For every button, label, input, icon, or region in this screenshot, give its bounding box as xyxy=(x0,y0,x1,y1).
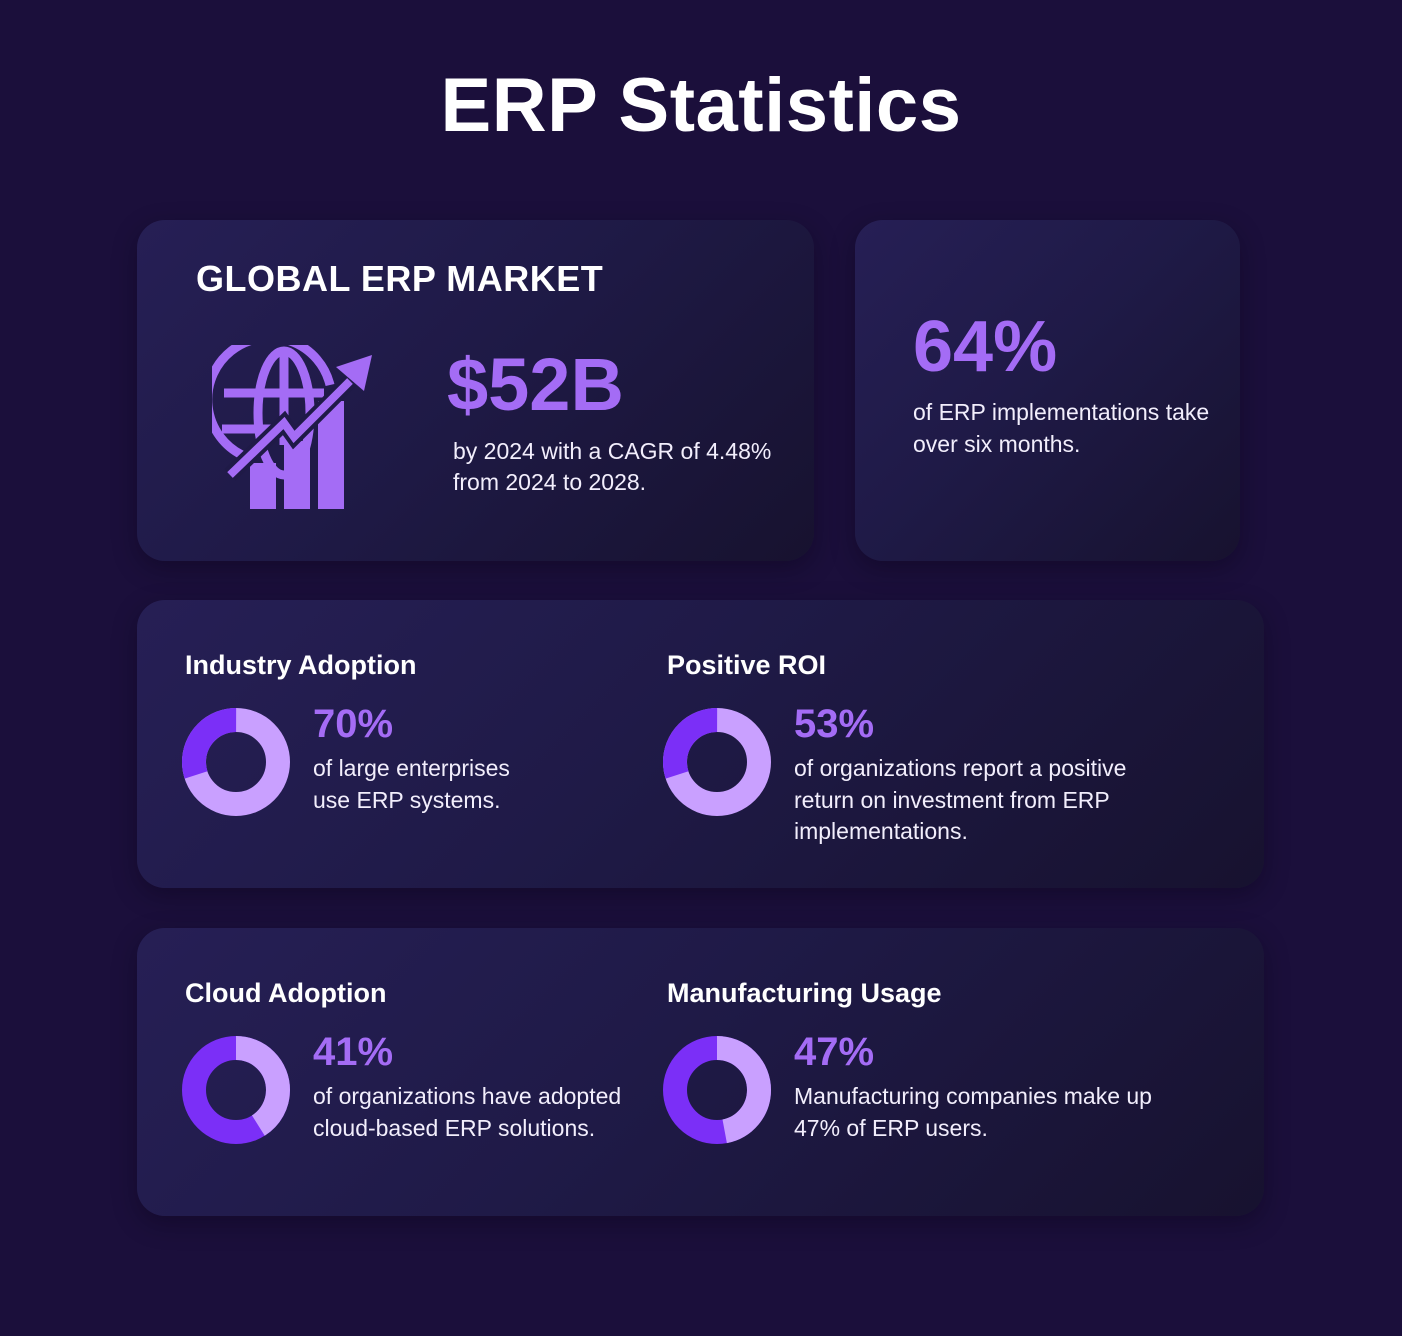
implementation-value: 64% xyxy=(913,307,1058,387)
globe-growth-chart-icon xyxy=(212,345,372,509)
cloud-adoption-donut xyxy=(182,1036,290,1144)
market-description: by 2024 with a CAGR of 4.48% from 2024 t… xyxy=(453,438,772,495)
implementation-card: 64% of ERP implementations take over six… xyxy=(855,220,1240,561)
industry-adoption-description: of large enterprises use ERP systems. xyxy=(313,755,510,813)
industry-adoption-donut xyxy=(182,708,290,816)
positive-roi-value: 53% xyxy=(794,702,875,746)
cloud-adoption-title: Cloud Adoption xyxy=(185,978,387,1008)
implementation-description: of ERP implementations take over six mon… xyxy=(913,399,1210,457)
positive-roi-title: Positive ROI xyxy=(667,650,827,680)
global-market-card: GLOBAL ERP MARKET $52B by 2024 with a CA… xyxy=(137,220,814,561)
positive-roi-donut xyxy=(663,708,771,816)
stats-card-row-1: Industry Adoption 70% of large enterpris… xyxy=(137,600,1264,888)
stats-card-row-2: Cloud Adoption 41% of organizations have… xyxy=(137,928,1264,1216)
positive-roi-description: of organizations report a positive retur… xyxy=(794,755,1127,844)
global-market-heading: GLOBAL ERP MARKET xyxy=(196,258,604,299)
industry-adoption-value: 70% xyxy=(313,702,394,746)
manufacturing-usage-title: Manufacturing Usage xyxy=(667,978,942,1008)
manufacturing-usage-donut xyxy=(663,1036,771,1144)
manufacturing-usage-value: 47% xyxy=(794,1030,875,1074)
cloud-adoption-description: of organizations have adopted cloud-base… xyxy=(313,1083,622,1141)
cloud-adoption-value: 41% xyxy=(313,1030,394,1074)
manufacturing-usage-description: Manufacturing companies make up 47% of E… xyxy=(794,1083,1152,1141)
industry-adoption-title: Industry Adoption xyxy=(185,650,417,680)
page-title: ERP Statistics xyxy=(440,63,962,148)
market-value: $52B xyxy=(447,343,624,426)
